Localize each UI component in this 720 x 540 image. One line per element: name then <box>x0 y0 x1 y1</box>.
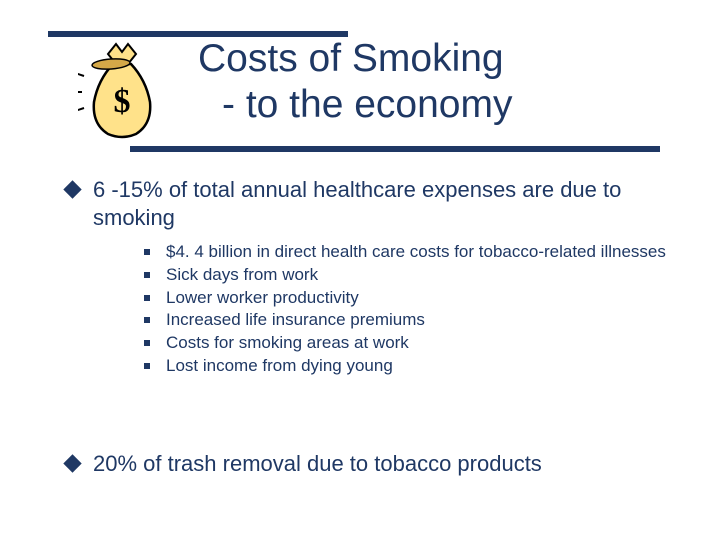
diamond-bullet-icon <box>63 180 81 198</box>
sub-bullet-text: $4. 4 billion in direct health care cost… <box>166 241 666 263</box>
sub-bullet: Sick days from work <box>144 264 666 286</box>
main-bullet-text: 20% of trash removal due to tobacco prod… <box>93 450 542 478</box>
sub-bullet-text: Lost income from dying young <box>166 355 393 377</box>
svg-text:$: $ <box>114 83 131 120</box>
sub-bullet-text: Increased life insurance premiums <box>166 309 425 331</box>
sub-bullet: Increased life insurance premiums <box>144 309 666 331</box>
content-block-1: 6 -15% of total annual healthcare expens… <box>66 176 666 378</box>
square-bullet-icon <box>144 363 150 369</box>
sub-bullet-list: $4. 4 billion in direct health care cost… <box>144 241 666 377</box>
sub-bullet: Lost income from dying young <box>144 355 666 377</box>
title-underline <box>130 146 660 152</box>
diamond-bullet-icon <box>63 454 81 472</box>
square-bullet-icon <box>144 272 150 278</box>
sub-bullet: $4. 4 billion in direct health care cost… <box>144 241 666 263</box>
square-bullet-icon <box>144 317 150 323</box>
square-bullet-icon <box>144 295 150 301</box>
sub-bullet: Costs for smoking areas at work <box>144 332 666 354</box>
square-bullet-icon <box>144 249 150 255</box>
slide-title: Costs of Smoking - to the economy <box>198 36 668 128</box>
money-bag-icon: $ <box>78 42 166 142</box>
sub-bullet: Lower worker productivity <box>144 287 666 309</box>
content-block-2: 20% of trash removal due to tobacco prod… <box>66 450 666 488</box>
sub-bullet-text: Lower worker productivity <box>166 287 359 309</box>
title-line-1: Costs of Smoking <box>198 36 668 82</box>
sub-bullet-text: Sick days from work <box>166 264 318 286</box>
main-bullet-text: 6 -15% of total annual healthcare expens… <box>93 176 666 231</box>
main-bullet: 6 -15% of total annual healthcare expens… <box>66 176 666 231</box>
main-bullet: 20% of trash removal due to tobacco prod… <box>66 450 666 478</box>
square-bullet-icon <box>144 340 150 346</box>
sub-bullet-text: Costs for smoking areas at work <box>166 332 409 354</box>
title-line-2: - to the economy <box>198 82 668 128</box>
